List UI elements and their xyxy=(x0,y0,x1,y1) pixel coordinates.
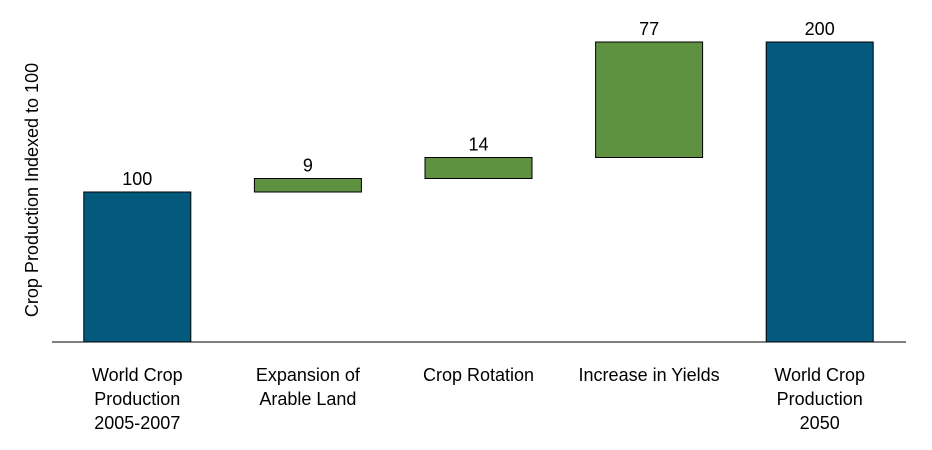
total-bar xyxy=(765,41,874,343)
bars-group xyxy=(83,41,874,343)
x-tick-label-line: 2005-2007 xyxy=(94,413,180,433)
x-tick-label-line: Crop Rotation xyxy=(423,365,534,385)
x-tick-label-line: World Crop xyxy=(92,365,183,385)
value-labels-group: 100 9 14 77 200 xyxy=(122,19,834,189)
x-tick-label-line: 2050 xyxy=(800,413,840,433)
x-tick-label: Increase in Yields xyxy=(579,365,720,385)
x-tick-label-line: Production xyxy=(94,389,180,409)
x-tick-label-line: Increase in Yields xyxy=(579,365,720,385)
x-tick-label-line: World Crop xyxy=(774,365,865,385)
data-label: 200 xyxy=(805,19,835,39)
data-label: 77 xyxy=(639,19,659,39)
x-tick-label: World Crop Production 2005-2007 xyxy=(92,365,183,433)
x-tick-label: Crop Rotation xyxy=(423,365,534,385)
x-tick-label-line: Expansion of xyxy=(256,365,361,385)
x-tick-label-line: Arable Land xyxy=(259,389,356,409)
total-bar xyxy=(83,191,192,343)
x-tick-label: World Crop Production 2050 xyxy=(774,365,865,433)
x-tick-labels-group: World Crop Production 2005-2007 Expansion o… xyxy=(92,365,865,433)
x-tick-label-line: Production xyxy=(777,389,863,409)
data-label: 9 xyxy=(303,156,313,176)
data-label: 14 xyxy=(468,135,488,155)
increase-bar xyxy=(595,41,704,158)
increase-bar xyxy=(424,157,533,179)
y-axis-label: Crop Production Indexed to 100 xyxy=(22,63,42,317)
data-label: 100 xyxy=(122,169,152,189)
increase-bar xyxy=(253,178,362,193)
x-tick-label: Expansion of Arable Land xyxy=(256,365,361,409)
